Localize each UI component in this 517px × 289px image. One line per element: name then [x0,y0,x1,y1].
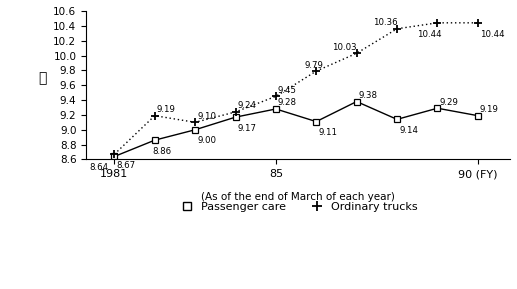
Text: (As of the end of March of each year): (As of the end of March of each year) [201,192,395,202]
Text: 10.44: 10.44 [417,29,442,38]
Y-axis label: 年: 年 [38,71,47,85]
Text: 10.03: 10.03 [332,43,357,52]
Text: 9.38: 9.38 [359,91,377,100]
Text: 9.10: 9.10 [197,112,216,121]
Text: 9.11: 9.11 [318,128,337,137]
Text: 9.79: 9.79 [304,61,323,70]
Text: 10.36: 10.36 [373,18,398,27]
Text: 8.67: 8.67 [116,161,135,170]
Text: 9.19: 9.19 [157,105,176,114]
Legend: Passenger care, Ordinary trucks: Passenger care, Ordinary trucks [175,197,422,216]
Text: 9.29: 9.29 [439,98,458,107]
Text: 8.64: 8.64 [89,163,109,172]
Text: 10.44: 10.44 [480,29,505,38]
Text: 9.45: 9.45 [278,86,297,95]
Text: 9.17: 9.17 [237,124,256,133]
Text: 9.00: 9.00 [197,136,216,145]
Text: 9.19: 9.19 [480,105,499,114]
Text: 9.14: 9.14 [399,126,418,135]
Text: 9.24: 9.24 [237,101,256,110]
Text: 9.28: 9.28 [278,99,297,108]
Text: 8.86: 8.86 [153,147,172,156]
